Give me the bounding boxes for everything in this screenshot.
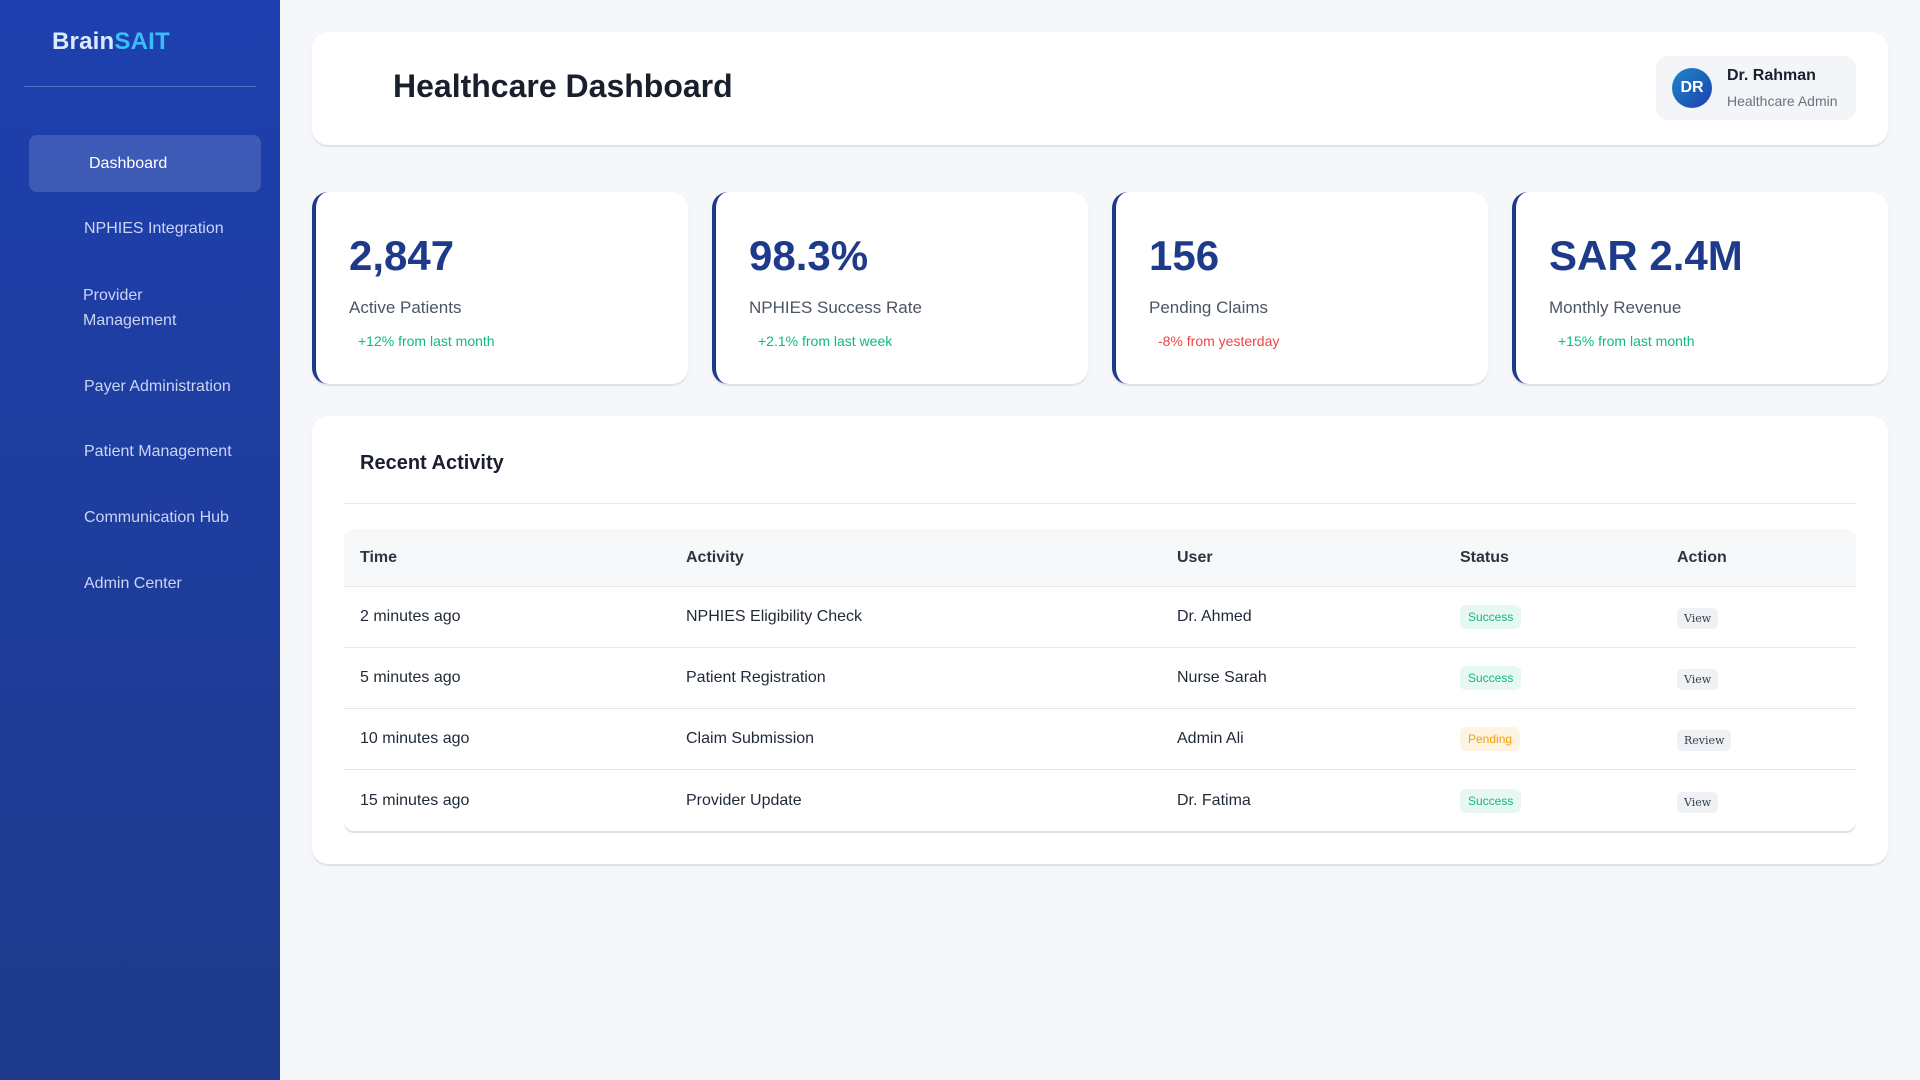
view-button[interactable]: View	[1677, 791, 1719, 813]
section-divider	[344, 503, 1856, 504]
sidebar-item-nphies-integration[interactable]: NPHIES Integration	[29, 216, 261, 241]
cell-user: Dr. Ahmed	[1177, 608, 1252, 625]
cell-activity: NPHIES Eligibility Check	[686, 608, 863, 625]
brand-divider	[24, 86, 256, 87]
cell-time: 2 minutes ago	[360, 608, 461, 625]
brand-part-1: Brain	[52, 28, 115, 55]
review-button[interactable]: Review	[1677, 730, 1732, 751]
user-name: Dr. Rahman	[1727, 67, 1816, 84]
stat-value: 156	[1149, 232, 1220, 279]
sidebar-item-communication-hub[interactable]: Communication Hub	[29, 505, 261, 530]
column-header-action: Action	[1677, 548, 1727, 566]
brand-part-2: SAIT	[114, 28, 170, 55]
cell-user: Admin Ali	[1177, 730, 1244, 747]
view-button[interactable]: View	[1677, 608, 1719, 629]
sidebar-item-dashboard[interactable]: Dashboard	[29, 135, 261, 192]
cell-status: Success	[1460, 587, 1522, 647]
stat-value: 98.3%	[749, 232, 869, 279]
sidebar-item-label: Payer Administration	[84, 378, 231, 395]
status-badge: Success	[1460, 788, 1522, 813]
stat-card-monthly-revenue: SAR 2.4M Monthly Revenue +15% from last …	[1512, 192, 1888, 384]
stat-card-nphies-success-rate: 98.3% NPHIES Success Rate +2.1% from las…	[712, 192, 1088, 384]
sidebar: BrainSAIT Dashboard NPHIES Integration P…	[0, 0, 280, 1080]
status-badge: Success	[1460, 605, 1522, 629]
sidebar-item-label: Communication Hub	[84, 509, 229, 526]
table-row: 5 minutes ago Patient Registration Nurse…	[344, 648, 1856, 709]
status-badge: Pending	[1460, 727, 1521, 751]
activity-table: Time Activity User Status Action 2 minut…	[344, 529, 1856, 831]
stat-value: 2,847	[349, 232, 455, 279]
sidebar-item-provider-management[interactable]: Provider Management	[29, 283, 261, 333]
status-badge: Success	[1460, 666, 1522, 690]
stat-change: -8% from yesterday	[1158, 333, 1280, 349]
avatar: DR	[1672, 68, 1712, 108]
cell-activity: Claim Submission	[686, 730, 815, 747]
recent-activity-panel: Recent Activity Time Activity User Statu…	[312, 416, 1888, 864]
cell-status: Success	[1460, 770, 1522, 831]
column-header-activity: Activity	[686, 548, 744, 566]
user-profile[interactable]: DR Dr. Rahman Healthcare Admin	[1656, 56, 1856, 120]
section-title: Recent Activity	[360, 452, 504, 474]
cell-action: View	[1677, 770, 1719, 831]
cell-status: Pending	[1460, 709, 1521, 769]
cell-user: Nurse Sarah	[1177, 669, 1267, 686]
table-row: 2 minutes ago NPHIES Eligibility Check D…	[344, 587, 1856, 648]
cell-action: Review	[1677, 709, 1732, 769]
cell-activity: Patient Registration	[686, 669, 826, 686]
table-header: Time Activity User Status Action	[344, 529, 1856, 587]
sidebar-item-label: Admin Center	[84, 575, 182, 592]
page-header: Healthcare Dashboard DR Dr. Rahman Healt…	[312, 32, 1888, 145]
cell-action: View	[1677, 648, 1719, 708]
stat-label: Pending Claims	[1149, 298, 1269, 317]
cell-time: 15 minutes ago	[360, 791, 470, 809]
page-title: Healthcare Dashboard	[393, 68, 733, 104]
cell-user: Dr. Fatima	[1177, 791, 1251, 809]
column-header-time: Time	[360, 548, 398, 566]
stat-change: +15% from last month	[1558, 333, 1695, 349]
sidebar-item-label: Dashboard	[89, 155, 168, 172]
column-header-user: User	[1177, 548, 1213, 566]
stat-change: +2.1% from last week	[758, 333, 893, 349]
column-header-status: Status	[1460, 548, 1509, 566]
table-row: 15 minutes ago Provider Update Dr. Fatim…	[344, 770, 1856, 831]
cell-activity: Provider Update	[686, 791, 802, 809]
sidebar-item-admin-center[interactable]: Admin Center	[29, 571, 261, 596]
cell-action: View	[1677, 587, 1719, 647]
stat-change: +12% from last month	[358, 333, 495, 349]
table-row: 10 minutes ago Claim Submission Admin Al…	[344, 709, 1856, 770]
stat-value: SAR 2.4M	[1549, 232, 1743, 279]
sidebar-item-label: NPHIES Integration	[84, 220, 224, 237]
user-role: Healthcare Admin	[1727, 93, 1838, 109]
view-button[interactable]: View	[1677, 669, 1719, 690]
cell-time: 10 minutes ago	[360, 730, 470, 747]
sidebar-item-payer-administration[interactable]: Payer Administration	[29, 374, 261, 399]
cell-time: 5 minutes ago	[360, 669, 461, 686]
stat-label: Active Patients	[349, 298, 462, 317]
sidebar-item-patient-management[interactable]: Patient Management	[29, 439, 261, 464]
stat-card-pending-claims: 156 Pending Claims -8% from yesterday	[1112, 192, 1488, 384]
brand-logo[interactable]: BrainSAIT	[52, 28, 170, 56]
stat-label: NPHIES Success Rate	[749, 298, 922, 317]
stat-card-active-patients: 2,847 Active Patients +12% from last mon…	[312, 192, 688, 384]
cell-status: Success	[1460, 648, 1522, 708]
sidebar-item-label: Provider Management	[83, 287, 177, 329]
stat-label: Monthly Revenue	[1549, 298, 1682, 317]
sidebar-item-label: Patient Management	[84, 443, 232, 460]
